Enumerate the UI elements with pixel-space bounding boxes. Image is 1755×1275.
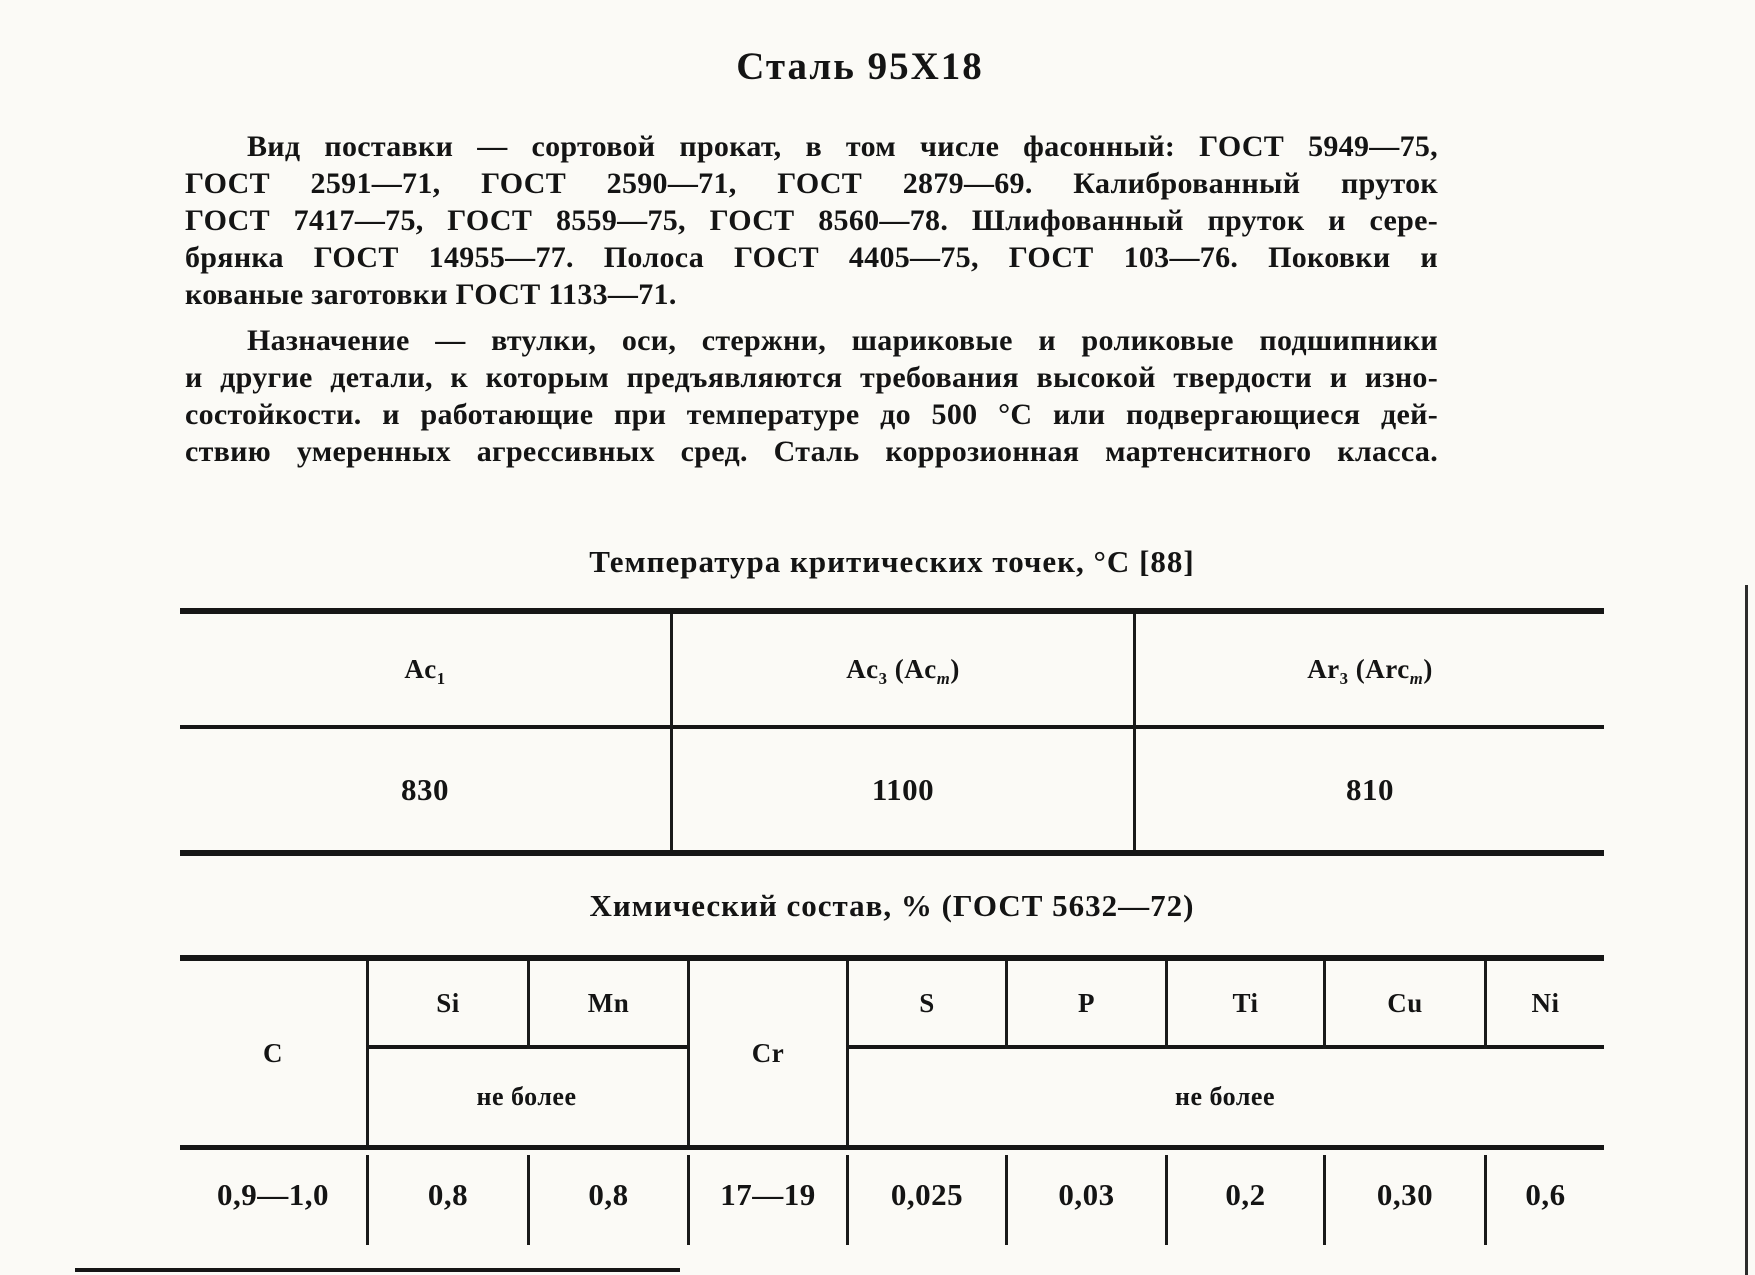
paragraph-line: ствию умеренных агрессивных сред. Сталь … bbox=[185, 435, 1438, 468]
value-cell: 830 bbox=[401, 771, 449, 807]
paragraph-line: ГОСТ 7417—75, ГОСТ 8559—75, ГОСТ 8560—78… bbox=[185, 204, 1438, 237]
value-cell: 0,2 bbox=[1225, 1177, 1266, 1212]
column-divider bbox=[1165, 1155, 1168, 1245]
header-cell-p: P bbox=[1078, 987, 1095, 1018]
header-cell-ar3: Ar3 (Arcm) bbox=[1136, 614, 1604, 725]
value-cell: 0,025 bbox=[890, 1177, 964, 1212]
value-cell: 17—19 bbox=[720, 1177, 816, 1212]
paragraph-line: состойкости. и работающие при температур… bbox=[185, 398, 1438, 431]
table-rule-top bbox=[180, 955, 1604, 961]
paragraph-line: кованые заготовки ГОСТ 1133—71. bbox=[185, 278, 677, 311]
header-cell-ac3: Ac3 (Acm) bbox=[673, 614, 1133, 725]
table-rule-bottom-partial bbox=[75, 1268, 680, 1272]
not-more-label-left: не более bbox=[476, 1082, 577, 1111]
table-rule-middle bbox=[180, 1145, 1604, 1150]
value-cell: 0,8 bbox=[588, 1177, 629, 1212]
value-cell: 0,30 bbox=[1376, 1177, 1434, 1212]
paragraph-line: Вид поставки — сортовой прокат, в том чи… bbox=[247, 130, 1438, 163]
value-cell: 0,9—1,0 bbox=[217, 1177, 329, 1212]
value-cell: 1100 bbox=[871, 771, 935, 807]
column-divider bbox=[527, 961, 530, 1049]
header-cell-cr: Cr bbox=[751, 1037, 785, 1068]
column-divider bbox=[687, 961, 690, 1145]
page-title: Сталь 95Х18 bbox=[736, 45, 984, 88]
column-divider bbox=[1133, 614, 1136, 850]
column-divider bbox=[1484, 961, 1487, 1049]
value-cell: 810 bbox=[1346, 771, 1394, 807]
header-cell-cu: Cu bbox=[1387, 987, 1423, 1018]
header-text: Ac1 bbox=[404, 654, 446, 688]
paragraph-line: ГОСТ 2591—71, ГОСТ 2590—71, ГОСТ 2879—69… bbox=[185, 167, 1438, 200]
column-divider bbox=[1323, 1155, 1326, 1245]
column-divider bbox=[1005, 1155, 1008, 1245]
critical-points-table: Ac1 Ac3 (Acm) Ar3 (Arcm) 830 1100 810 bbox=[180, 608, 1604, 856]
table-rule-bottom bbox=[180, 850, 1604, 856]
column-divider bbox=[846, 961, 849, 1145]
not-more-rule-right bbox=[846, 1045, 1604, 1049]
paragraph-line: Назначение — втулки, оси, стержни, шарик… bbox=[247, 324, 1438, 357]
chemical-composition-table: C Si Mn Cr S P Ti Cu Ni не более не боле… bbox=[180, 955, 1604, 1275]
column-divider bbox=[687, 1155, 690, 1245]
header-cell-ti: Ti bbox=[1232, 987, 1259, 1018]
column-divider bbox=[846, 1155, 849, 1245]
supply-paragraph: Вид поставки — сортовой прокат, в том чи… bbox=[185, 128, 1438, 313]
scan-edge-line bbox=[1745, 585, 1748, 1275]
critical-points-table-title: Температура критических точек, °С [88] bbox=[589, 544, 1195, 579]
header-text: Ar3 (Arcm) bbox=[1307, 654, 1433, 688]
table-rule-top bbox=[180, 608, 1604, 614]
not-more-label-right: не более bbox=[1174, 1082, 1275, 1111]
header-cell-si: Si bbox=[436, 987, 460, 1018]
column-divider bbox=[1005, 961, 1008, 1049]
paragraph-line: и другие детали, к которым предъявляются… bbox=[185, 361, 1438, 394]
value-cell: 0,6 bbox=[1525, 1177, 1566, 1212]
header-cell-mn: Mn bbox=[587, 987, 630, 1018]
table-rule-middle bbox=[180, 725, 1604, 729]
column-divider bbox=[366, 1155, 369, 1245]
not-more-rule-left bbox=[366, 1045, 687, 1049]
column-divider bbox=[527, 1155, 530, 1245]
paragraph-line: брянка ГОСТ 14955—77. Полоса ГОСТ 4405—7… bbox=[185, 241, 1438, 274]
value-cell: 0,8 bbox=[427, 1177, 469, 1212]
column-divider bbox=[1323, 961, 1326, 1049]
column-divider bbox=[670, 614, 673, 850]
column-divider bbox=[366, 961, 369, 1145]
header-cell-ni: Ni bbox=[1531, 987, 1560, 1018]
value-cell: 0,03 bbox=[1058, 1177, 1115, 1212]
purpose-paragraph: Назначение — втулки, оси, стержни, шарик… bbox=[185, 322, 1438, 470]
column-divider bbox=[1165, 961, 1168, 1049]
column-divider bbox=[1484, 1155, 1487, 1245]
chemical-table-title: Химический состав, % (ГОСТ 5632—72) bbox=[589, 888, 1195, 923]
header-cell-c: C bbox=[263, 1037, 283, 1068]
header-text: Ac3 (Acm) bbox=[846, 654, 960, 688]
header-cell-ac1: Ac1 bbox=[180, 614, 670, 725]
header-cell-s: S bbox=[919, 987, 935, 1018]
